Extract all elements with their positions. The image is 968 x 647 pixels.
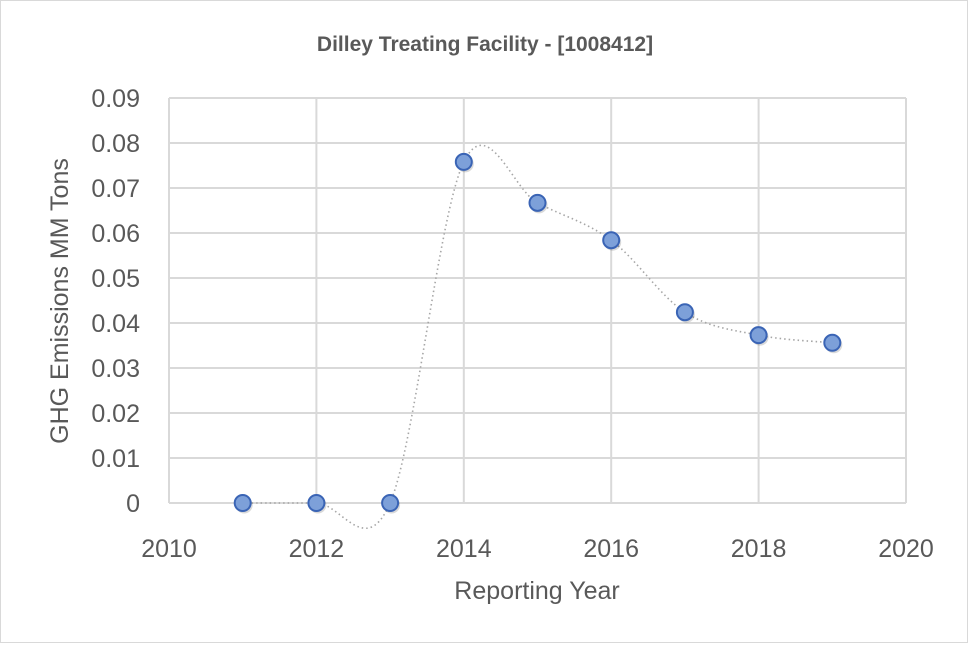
data-point [381,494,400,512]
data-point [528,193,547,212]
x-tick-label: 2010 [141,535,197,563]
y-tick-label: 0.06 [91,220,140,248]
y-tick-label: 0.01 [91,445,140,473]
x-tick-label: 2012 [289,535,345,563]
data-point [307,494,326,512]
y-tick-label: 0 [126,490,140,518]
y-tick-label: 0.05 [91,265,140,293]
chart-title: Dilley Treating Facility - [1008412] [317,33,653,56]
y-tick-label: 0.07 [91,175,140,203]
x-axis-label: Reporting Year [454,577,619,605]
data-point [823,333,842,352]
y-tick-label: 0.04 [91,310,140,338]
y-axis-label: GHG Emissions MM Tons [46,158,74,444]
x-tick-label: 2016 [583,535,639,563]
data-point [602,231,621,250]
gridlines [168,97,907,504]
data-point [675,303,694,322]
y-tick-label: 0.08 [91,130,140,158]
data-points [233,152,843,514]
data-point [454,152,473,171]
y-tick-label: 0.09 [91,85,140,113]
y-tick-labels: 0 0.01 0.02 0.03 0.04 0.05 0.06 0.07 0.08 0.09 [91,85,140,518]
x-tick-labels: 2010 2012 2014 2016 2018 2020 [141,535,934,563]
x-tick-label: 2018 [731,535,787,563]
data-point [749,326,768,345]
x-tick-label: 2020 [878,535,934,563]
y-tick-label: 0.02 [91,400,140,428]
data-point [233,494,252,512]
y-tick-label: 0.03 [91,355,140,383]
x-tick-label: 2014 [436,535,492,563]
